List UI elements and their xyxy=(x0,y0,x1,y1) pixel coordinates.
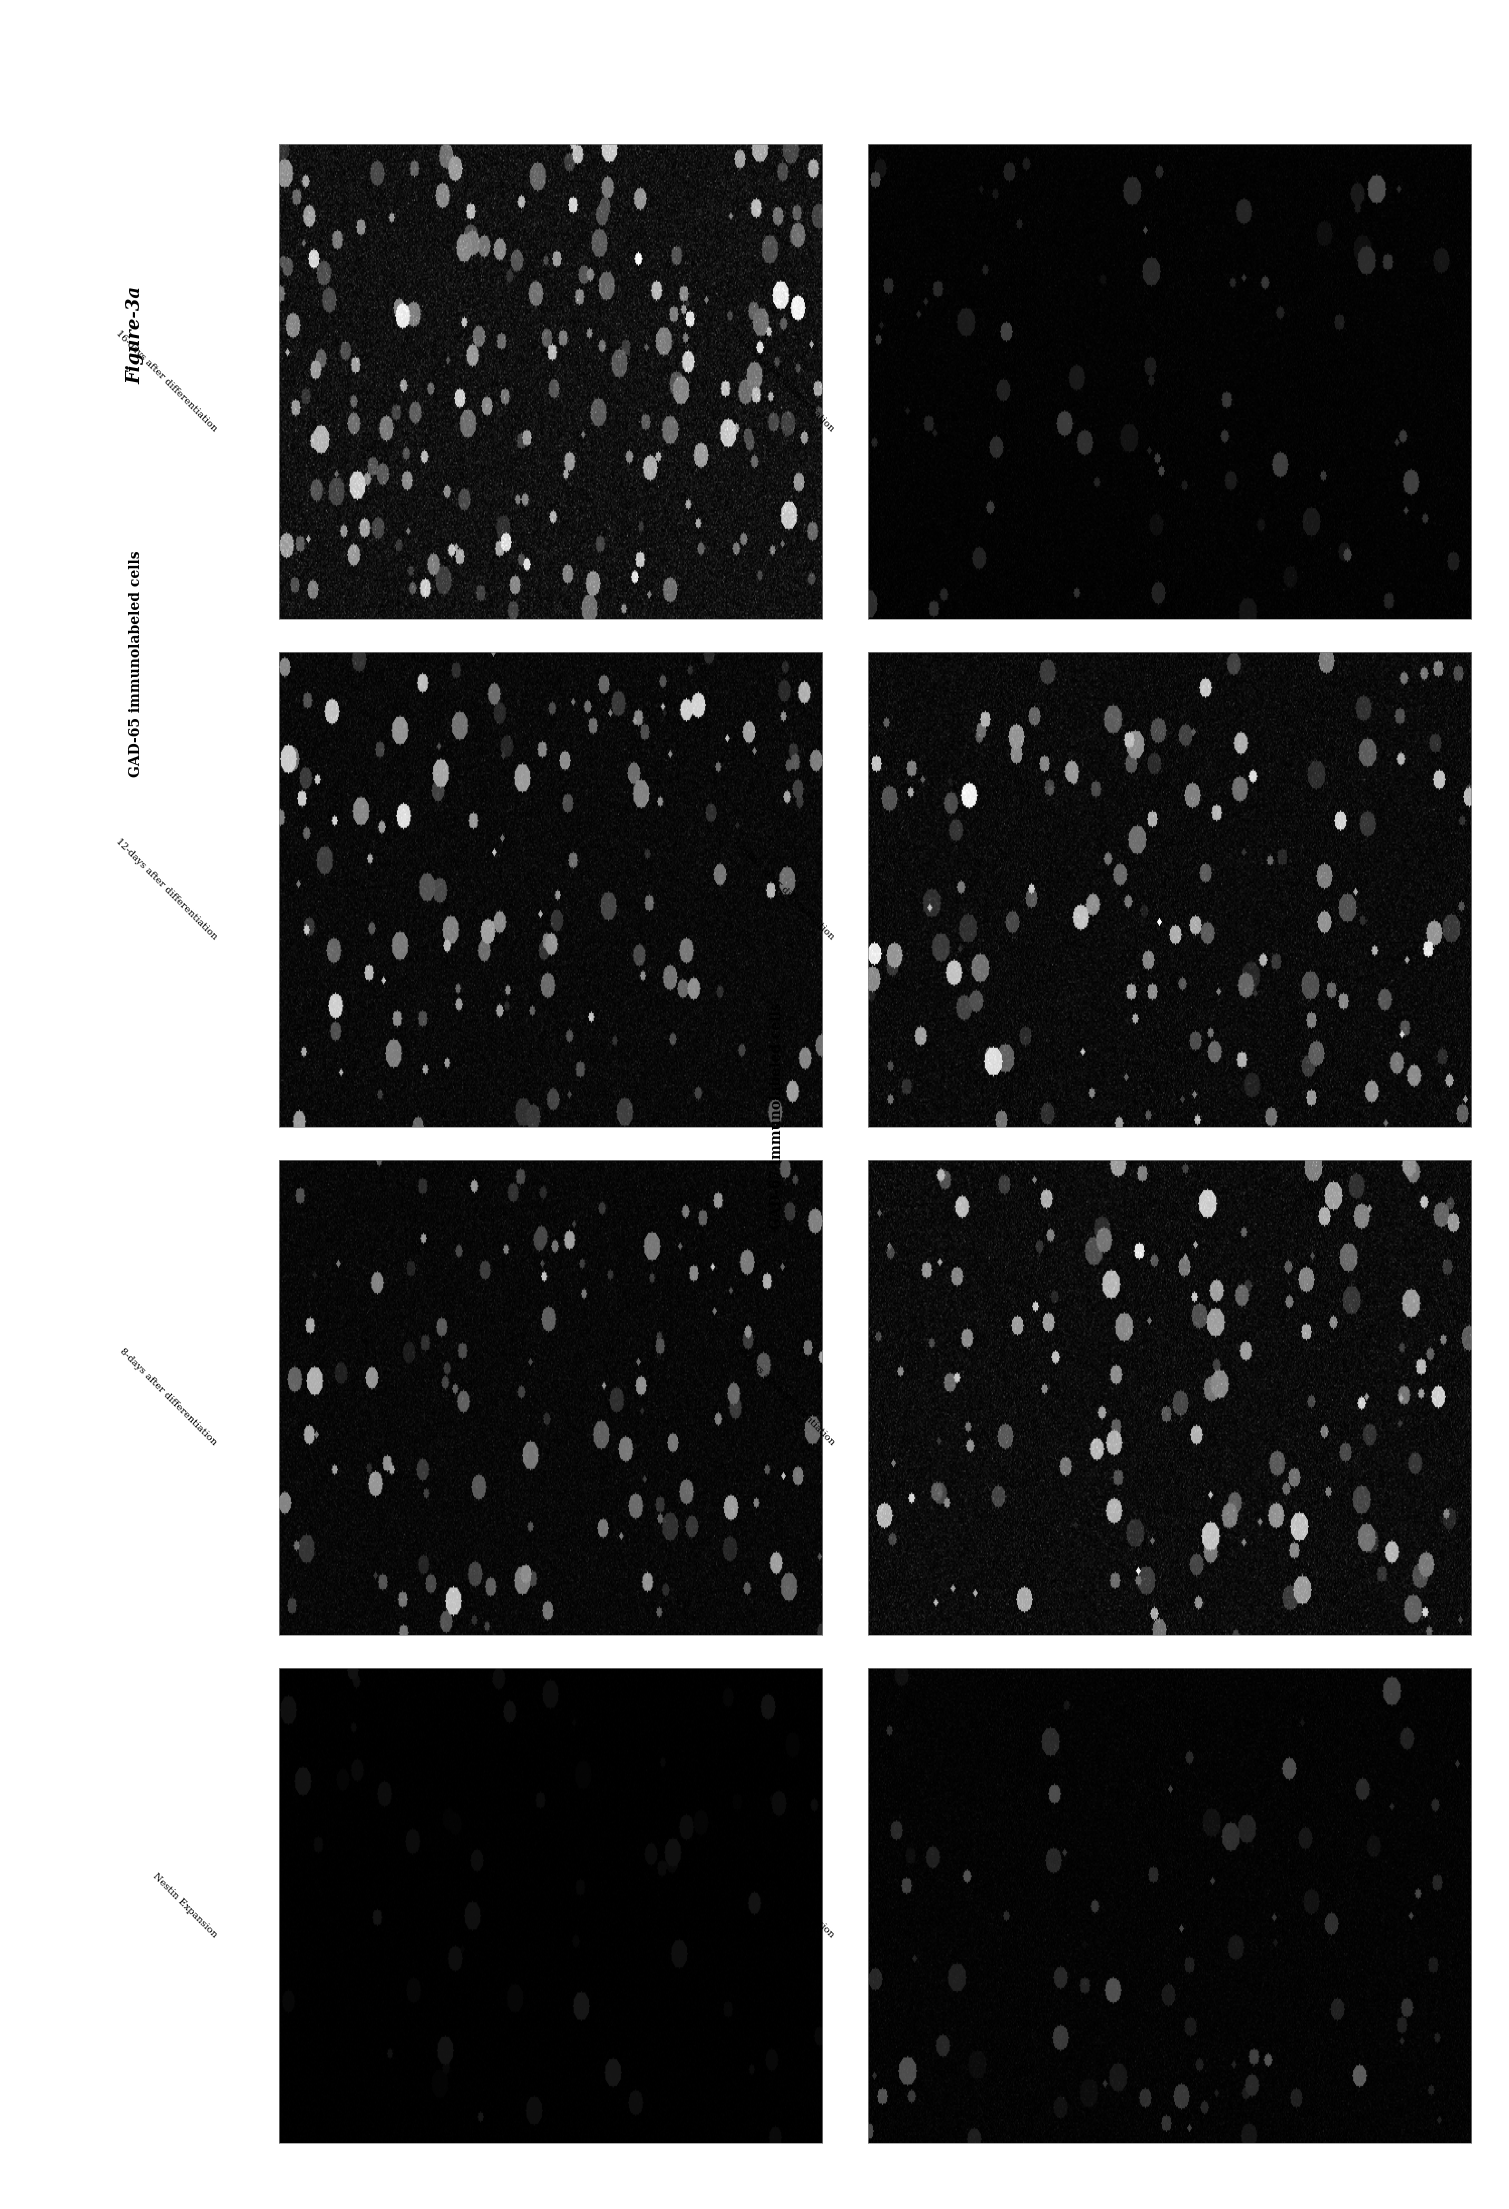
Text: Nestin Expansion: Nestin Expansion xyxy=(151,1871,219,1940)
Text: 12-days after differentiation: 12-days after differentiation xyxy=(115,837,219,941)
Text: 12-days after differentiation: 12-days after differentiation xyxy=(732,837,836,941)
Text: 8-days after differentiation: 8-days after differentiation xyxy=(736,1347,836,1447)
Text: 8-days after differentiation: 8-days after differentiation xyxy=(119,1347,219,1447)
Text: 16-days after differentiation: 16-days after differentiation xyxy=(732,329,836,433)
Text: Nestin Expansion: Nestin Expansion xyxy=(768,1871,836,1940)
Text: 16-days after differentiation: 16-days after differentiation xyxy=(115,329,219,433)
Text: Figure-3a: Figure-3a xyxy=(127,285,145,384)
Text: GAD-67 immunolabeled cells: GAD-67 immunolabeled cells xyxy=(770,1003,785,1228)
Text: GAD-65 immunolabeled cells: GAD-65 immunolabeled cells xyxy=(128,550,143,778)
